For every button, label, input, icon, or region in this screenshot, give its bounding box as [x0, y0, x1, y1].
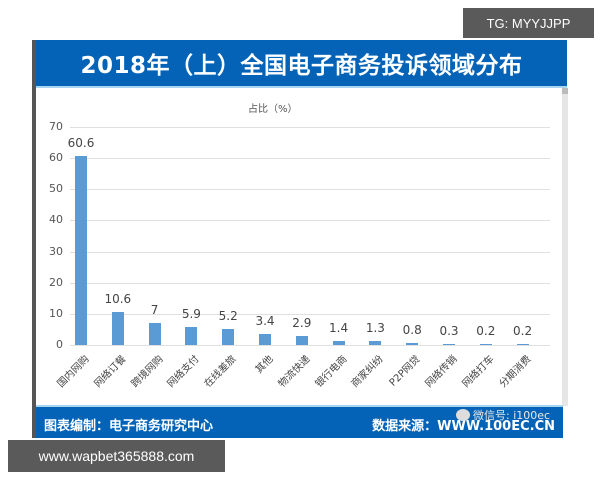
bar: [185, 326, 198, 345]
chart-footer: 图表编制：电子商务研究中心 数据来源：WWW.100EC.CN: [36, 405, 563, 438]
bar: [406, 342, 419, 345]
bar: [222, 328, 235, 345]
bar: [369, 340, 382, 345]
bar: [479, 343, 492, 345]
bar-value-label: 0.8: [402, 322, 422, 337]
bar-value-label: 7: [150, 303, 159, 318]
y-tick-label: 40: [49, 213, 63, 227]
gridline: [70, 189, 550, 191]
scrollbar[interactable]: [562, 88, 568, 406]
bar-value-label: 0.2: [476, 323, 496, 338]
y-tick-label: 50: [49, 182, 63, 196]
y-tick-label: 70: [49, 120, 63, 133]
plot-area: [36, 90, 562, 404]
watermark-top: TG: MYYJJPP: [463, 8, 594, 38]
bar-value-label: 2.9: [292, 315, 312, 330]
wechat-icon: [456, 409, 470, 421]
bar: [516, 343, 529, 345]
y-tick-label: 0: [56, 338, 63, 351]
y-tick-label: 20: [49, 275, 63, 289]
bar: [111, 311, 124, 345]
gridline: [70, 127, 550, 128]
bar-value-label: 3.4: [255, 314, 275, 329]
chart-header: 2018年（上）全国电子商务投诉领域分布: [36, 40, 567, 88]
scrollbar-thumb[interactable]: [562, 88, 568, 94]
y-tick-label: 30: [49, 244, 63, 258]
y-tick-label: 10: [49, 306, 63, 320]
wechat-id: 微信号: i100ec: [473, 409, 551, 422]
y-tick-label: 60: [49, 151, 63, 165]
frame-left-border: [32, 40, 36, 438]
watermark-bottom: www.wapbet365888.com: [8, 440, 225, 472]
gridline: [70, 220, 550, 222]
y-axis-unit: 占比（%）: [248, 104, 298, 115]
gridline: [70, 251, 550, 253]
footer-source: 数据来源：WWW.100EC.CN: [372, 419, 555, 434]
gridline: [70, 313, 550, 315]
gridline: [70, 158, 550, 160]
bar-value-label: 5.9: [181, 306, 201, 321]
footer-compiler: 图表编制：电子商务研究中心: [44, 419, 214, 434]
bar: [332, 340, 345, 345]
bar-value-label: 5.2: [218, 308, 238, 323]
wechat-watermark: 微信号: i100ec: [456, 407, 550, 423]
bar: [443, 343, 455, 345]
chart-title: 2018年（上）全国电子商务投诉领域分布: [80, 53, 523, 79]
bar: [148, 323, 161, 345]
bar-value-label: 0.3: [439, 323, 459, 338]
gridline: [70, 282, 550, 284]
bar: [75, 156, 87, 345]
bar-value-label: 10.6: [104, 291, 132, 306]
bar-value-label: 60.6: [67, 136, 95, 151]
bar-value-label: 0.2: [513, 323, 533, 338]
bar: [259, 334, 271, 345]
bar-value-label: 1.3: [365, 320, 385, 335]
bar: [295, 335, 308, 345]
gridline: [70, 345, 550, 346]
bar-value-label: 1.4: [329, 320, 349, 335]
